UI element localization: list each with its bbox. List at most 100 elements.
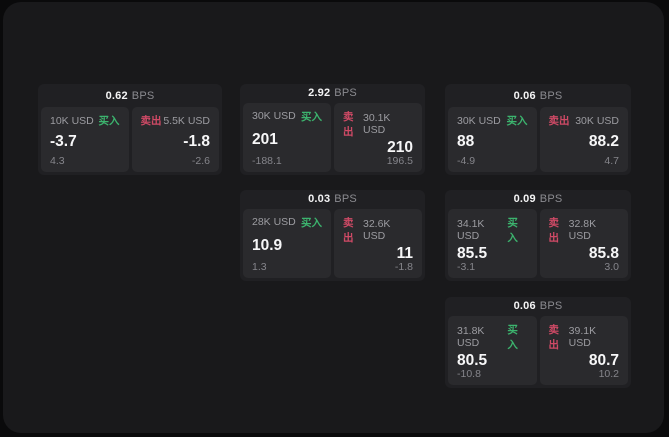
quote-tiles: 34.1K USD 买入 85.5 -3.1 卖出 32.8K USD 85.8… — [448, 208, 628, 278]
sell-tile-top: 卖出 32.6K USD — [343, 215, 413, 245]
buy-price: 10.9 — [252, 237, 283, 254]
buy-label: 买入 — [507, 216, 518, 244]
quote-tiles: 31.8K USD 买入 80.5 -10.8 卖出 39.1K USD 80.… — [448, 315, 628, 385]
buy-size: 31.8K USD — [457, 324, 485, 349]
buy-tile[interactable]: 28K USD 买入 10.9 1.3 — [243, 208, 331, 278]
bps-header: 0.06 BPS — [448, 297, 628, 316]
quote-tiles: 30K USD 买入 201 -188.1 卖出 30.1K USD 210 1… — [243, 102, 422, 172]
sell-delta: 4.7 — [604, 155, 619, 167]
sell-tile[interactable]: 卖出 39.1K USD 80.7 10.2 — [539, 315, 628, 385]
sell-tile[interactable]: 卖出 32.8K USD 85.8 3.0 — [539, 208, 628, 278]
buy-price: -3.7 — [50, 133, 77, 151]
sell-tile-top: 卖出 32.8K USD — [549, 215, 620, 245]
buy-tile-top: 30K USD 买入 — [457, 113, 528, 128]
bps-unit: BPS — [539, 193, 563, 206]
bps-value: 2.92 — [308, 87, 331, 100]
sell-tile-top: 卖出 5.5K USD — [141, 113, 211, 128]
buy-size: 28K USD — [252, 216, 296, 228]
buy-tile-top: 28K USD 买入 — [252, 215, 322, 230]
sell-size: 32.6K USD — [362, 217, 391, 242]
buy-price: 201 — [252, 131, 278, 148]
buy-tile[interactable]: 30K USD 买入 88 -4.9 — [448, 107, 537, 172]
sell-price: 210 — [387, 138, 413, 156]
sell-delta: -1.8 — [394, 261, 413, 273]
buy-delta: -3.1 — [457, 261, 476, 273]
sell-size: 32.8K USD — [568, 217, 597, 242]
sell-label: 卖出 — [140, 115, 162, 127]
sell-tile-top: 卖出 30K USD — [549, 113, 620, 128]
bps-value: 0.03 — [308, 193, 331, 206]
buy-delta: 1.3 — [252, 261, 267, 273]
buy-label: 买入 — [301, 110, 322, 123]
quote-card: 2.92 BPS 30K USD 买入 201 -188.1 卖出 30.1K … — [240, 84, 425, 175]
sell-price: 85.8 — [588, 244, 619, 262]
quote-tiles: 30K USD 买入 88 -4.9 卖出 30K USD 88.2 4.7 — [448, 107, 628, 172]
sell-delta: 10.2 — [598, 368, 619, 380]
bps-unit: BPS — [539, 300, 563, 313]
sell-price: 88.2 — [588, 133, 619, 151]
buy-tile[interactable]: 31.8K USD 买入 80.5 -10.8 — [448, 315, 537, 385]
quote-tiles: 28K USD 买入 10.9 1.3 卖出 32.6K USD 11 -1.8 — [243, 208, 422, 278]
sell-price: -1.8 — [183, 133, 210, 151]
buy-price: 80.5 — [457, 351, 488, 369]
buy-tile-top: 30K USD 买入 — [252, 109, 322, 124]
bps-unit: BPS — [539, 89, 563, 102]
bps-header: 0.06 BPS — [448, 84, 628, 107]
buy-tile[interactable]: 10K USD 买入 -3.7 4.3 — [41, 107, 129, 172]
sell-tile-top: 卖出 30.1K USD — [343, 109, 413, 139]
sell-price: 11 — [396, 244, 413, 262]
quote-card: 0.09 BPS 34.1K USD 买入 85.5 -3.1 卖出 32.8K… — [445, 190, 631, 281]
bps-value: 0.06 — [513, 300, 536, 313]
buy-size: 34.1K USD — [457, 217, 485, 242]
buy-delta: -10.8 — [457, 368, 481, 380]
buy-tile[interactable]: 30K USD 买入 201 -188.1 — [243, 102, 331, 172]
bps-header: 0.09 BPS — [448, 190, 628, 209]
bps-header: 2.92 BPS — [243, 84, 422, 103]
sell-label: 卖出 — [343, 216, 354, 244]
sell-label: 卖出 — [548, 323, 560, 351]
bps-value: 0.62 — [105, 89, 128, 102]
buy-label: 买入 — [301, 216, 322, 229]
sell-tile[interactable]: 卖出 32.6K USD 11 -1.8 — [334, 208, 422, 278]
sell-tile[interactable]: 卖出 30K USD 88.2 4.7 — [539, 107, 628, 172]
sell-tile[interactable]: 卖出 30.1K USD 210 196.5 — [334, 102, 422, 172]
sell-delta: -2.6 — [191, 155, 210, 167]
sell-label: 卖出 — [548, 216, 560, 244]
sell-label: 卖出 — [548, 115, 570, 127]
sell-price: 80.7 — [588, 351, 619, 369]
buy-tile-top: 34.1K USD 买入 — [457, 215, 528, 245]
bps-value: 0.06 — [513, 89, 536, 102]
quote-card: 0.06 BPS 30K USD 买入 88 -4.9 卖出 30K USD — [445, 84, 631, 175]
buy-delta: 4.3 — [50, 155, 65, 167]
bps-unit: BPS — [131, 89, 155, 102]
sell-delta: 3.0 — [604, 261, 619, 273]
buy-delta: -188.1 — [252, 155, 282, 167]
quote-tiles: 10K USD 买入 -3.7 4.3 卖出 5.5K USD -1.8 -2.… — [41, 107, 219, 172]
bps-header: 0.62 BPS — [41, 84, 219, 107]
buy-label: 买入 — [507, 323, 518, 351]
quote-card: 0.06 BPS 31.8K USD 买入 80.5 -10.8 卖出 39.1… — [445, 297, 631, 388]
buy-tile-top: 31.8K USD 买入 — [457, 322, 528, 352]
sell-tile[interactable]: 卖出 5.5K USD -1.8 -2.6 — [131, 107, 219, 172]
quote-card: 0.62 BPS 10K USD 买入 -3.7 4.3 卖出 5.5K USD — [38, 84, 222, 175]
sell-delta: 196.5 — [386, 155, 413, 167]
sell-tile-top: 卖出 39.1K USD — [549, 322, 620, 352]
sell-size: 30.1K USD — [362, 111, 391, 136]
buy-size: 10K USD — [50, 114, 94, 127]
buy-tile-top: 10K USD 买入 — [50, 113, 120, 128]
buy-price: 88 — [457, 133, 475, 151]
buy-tile[interactable]: 34.1K USD 买入 85.5 -3.1 — [448, 208, 537, 278]
buy-price: 85.5 — [457, 244, 488, 262]
background-panel: 0.62 BPS 10K USD 买入 -3.7 4.3 卖出 5.5K USD — [3, 2, 664, 433]
bps-unit: BPS — [334, 87, 357, 100]
bps-value: 0.09 — [513, 193, 536, 206]
sell-size: 30K USD — [575, 114, 619, 127]
bps-header: 0.03 BPS — [243, 190, 422, 209]
buy-label: 买入 — [506, 115, 528, 127]
sell-size: 39.1K USD — [568, 324, 597, 349]
buy-delta: -4.9 — [457, 155, 476, 167]
quote-card: 0.03 BPS 28K USD 买入 10.9 1.3 卖出 32.6K US… — [240, 190, 425, 281]
bps-unit: BPS — [334, 193, 357, 206]
sell-label: 卖出 — [343, 110, 354, 138]
